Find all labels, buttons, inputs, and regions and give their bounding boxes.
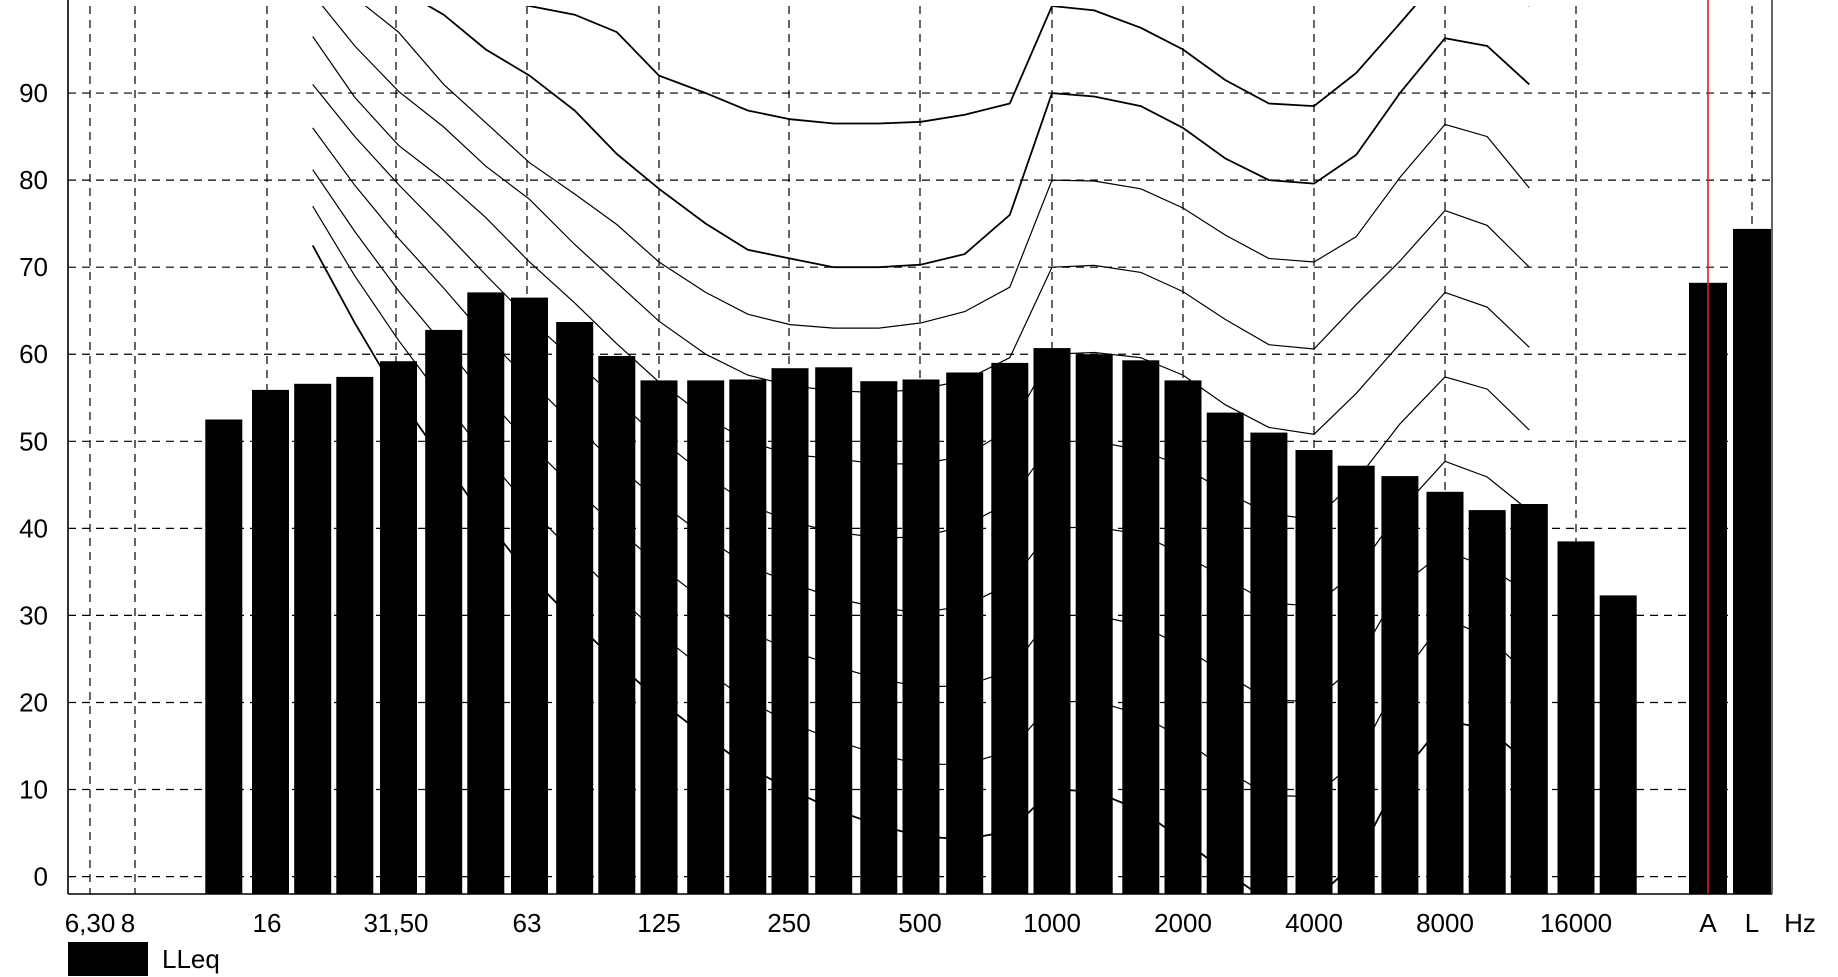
bars-layer xyxy=(205,229,1771,894)
bar-20hz xyxy=(294,384,331,894)
bar-63hz xyxy=(511,298,548,894)
y-tick-label: 50 xyxy=(19,426,48,456)
y-tick-label: 30 xyxy=(19,600,48,630)
legend-label-lleq: LLeq xyxy=(162,944,220,975)
x-tick-label: 250 xyxy=(767,908,810,938)
loudness-curve-80-phon xyxy=(313,0,1530,328)
x-tick-label: 16000 xyxy=(1540,908,1612,938)
bar-12500hz xyxy=(1511,504,1548,894)
bar-50hz xyxy=(467,292,504,894)
y-tick-label: 70 xyxy=(19,252,48,282)
bar-40hz xyxy=(425,330,462,894)
y-tick-label: 10 xyxy=(19,775,48,805)
bar-10000hz xyxy=(1469,510,1506,894)
x-tick-label: 8000 xyxy=(1416,908,1474,938)
x-tick-label: A xyxy=(1699,908,1717,938)
bar-125hz xyxy=(641,380,678,894)
y-tick-label: 80 xyxy=(19,165,48,195)
bar-100hz xyxy=(598,356,635,894)
x-tick-label: 16 xyxy=(253,908,282,938)
bar-250hz xyxy=(772,368,809,894)
bar-broadband-l xyxy=(1733,229,1771,894)
legend: LLeq xyxy=(68,942,220,976)
bar-12.5hz xyxy=(205,420,242,895)
y-tick-label: 60 xyxy=(19,339,48,369)
bar-2000hz xyxy=(1165,380,1202,894)
bar-16000hz xyxy=(1558,541,1595,894)
bar-160hz xyxy=(687,380,724,894)
x-tick-label: 125 xyxy=(637,908,680,938)
y-tick-label: 90 xyxy=(19,78,48,108)
x-tick-label: 31,50 xyxy=(363,908,428,938)
bar-20000hz xyxy=(1600,595,1637,894)
x-tick-label: 1000 xyxy=(1023,908,1081,938)
x-tick-label: L xyxy=(1745,908,1759,938)
x-tick-label: 500 xyxy=(898,908,941,938)
y-tick-label: 40 xyxy=(19,513,48,543)
x-unit-label: Hz xyxy=(1784,908,1816,938)
bar-630hz xyxy=(946,373,983,895)
bar-8000hz xyxy=(1427,492,1464,894)
x-tick-label: 8 xyxy=(121,908,135,938)
bar-2500hz xyxy=(1207,413,1244,894)
x-tick-label: 6,30 xyxy=(65,908,116,938)
bar-31.5hz xyxy=(380,361,417,894)
bar-1250hz xyxy=(1076,354,1113,894)
legend-swatch-lleq xyxy=(68,942,148,976)
x-tick-labels: 6,30 8 16 31,50 63 125 250 500 1000 2000 4000 8000 1… xyxy=(65,908,1816,938)
bar-5000hz xyxy=(1338,466,1375,894)
bar-3150hz xyxy=(1250,433,1287,894)
bar-16hz xyxy=(252,390,289,894)
x-tick-label: 63 xyxy=(513,908,542,938)
bar-1000hz xyxy=(1034,348,1071,894)
bar-6300hz xyxy=(1381,476,1418,894)
x-tick-label: 4000 xyxy=(1285,908,1343,938)
bar-500hz xyxy=(903,380,940,895)
y-tick-label: 20 xyxy=(19,688,48,718)
bar-800hz xyxy=(991,363,1028,894)
x-tick-label: 2000 xyxy=(1154,908,1212,938)
bar-1600hz xyxy=(1122,360,1159,894)
bar-4000hz xyxy=(1296,450,1333,894)
y-tick-labels: 0 10 20 30 40 50 60 70 80 90 xyxy=(19,78,48,892)
loudness-curve-100-phon xyxy=(313,0,1530,124)
bar-400hz xyxy=(860,381,897,894)
y-tick-label: 0 xyxy=(34,862,48,892)
bar-25hz xyxy=(336,377,373,894)
